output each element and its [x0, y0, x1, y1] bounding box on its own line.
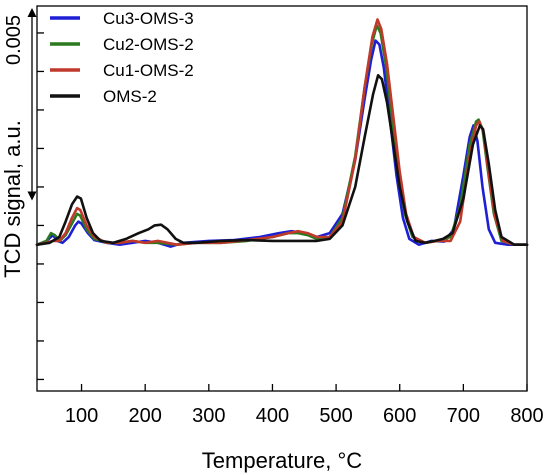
- scale-bar-arrow-up-icon: [27, 8, 37, 17]
- legend-label: OMS-2: [103, 87, 157, 106]
- plot-frame: [36, 5, 528, 392]
- scale-bar-arrow-down-icon: [27, 191, 37, 201]
- legend-label: Cu1-OMS-2: [103, 61, 194, 80]
- series-line-1: [35, 39, 529, 248]
- scale-bar: 0.005: [3, 8, 37, 201]
- ticks-layer: 100 200 300 400 500 600 700 800: [37, 32, 544, 427]
- series-line-4: [35, 74, 529, 246]
- legend-label: Cu3-OMS-3: [103, 9, 194, 28]
- x-tick-label: 300: [192, 405, 225, 427]
- x-tick-label: 500: [319, 405, 352, 427]
- legend: Cu3-OMS-3 Cu2-OMS-2 Cu1-OMS-2 OMS-2: [50, 9, 194, 106]
- scale-bar-label: 0.005: [3, 15, 25, 65]
- series-line-2: [35, 24, 529, 246]
- x-tick-label: 700: [447, 405, 480, 427]
- legend-label: Cu2-OMS-2: [103, 35, 194, 54]
- x-axis-title: Temperature, °C: [202, 448, 363, 473]
- x-tick-label: 600: [383, 405, 416, 427]
- y-axis-title: TCD signal, a.u.: [0, 120, 25, 278]
- x-tick-label: 800: [510, 405, 543, 427]
- x-tick-label: 400: [256, 405, 289, 427]
- series-layer: [35, 18, 529, 248]
- x-tick-label: 100: [65, 405, 98, 427]
- x-tick-label: 200: [128, 405, 161, 427]
